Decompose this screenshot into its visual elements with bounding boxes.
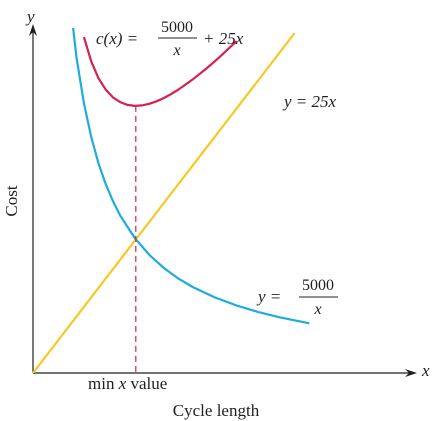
cost-label-lhs: c(x) = xyxy=(96,29,138,48)
linear-label: y = 25x xyxy=(282,92,337,111)
y-axis-label: Cost xyxy=(2,185,21,216)
x-axis-label: Cycle length xyxy=(173,401,260,420)
series-linear-25x xyxy=(32,32,296,373)
reciprocal-label-numerator: 5000 xyxy=(302,277,334,294)
series-reciprocal-5000-over-x xyxy=(71,28,310,325)
y-axis-symbol: y xyxy=(25,7,35,26)
series-cost-curve xyxy=(82,36,238,108)
cost-label-rhs: + 25x xyxy=(203,29,244,48)
min-x-label: min x value xyxy=(88,374,167,393)
reciprocal-label: y = 5000 x xyxy=(256,277,338,318)
reciprocal-label-lhs: y = xyxy=(256,287,281,306)
x-axis-symbol: x xyxy=(421,361,430,380)
x-axis-arrowhead xyxy=(405,369,417,377)
cost-label-denominator: x xyxy=(172,42,180,59)
cost-curve-label: c(x) = 5000 x + 25x xyxy=(96,19,244,59)
cost-label-numerator: 5000 xyxy=(161,19,193,36)
y-axis-arrowhead xyxy=(29,24,37,36)
reciprocal-label-denominator: x xyxy=(313,301,321,318)
